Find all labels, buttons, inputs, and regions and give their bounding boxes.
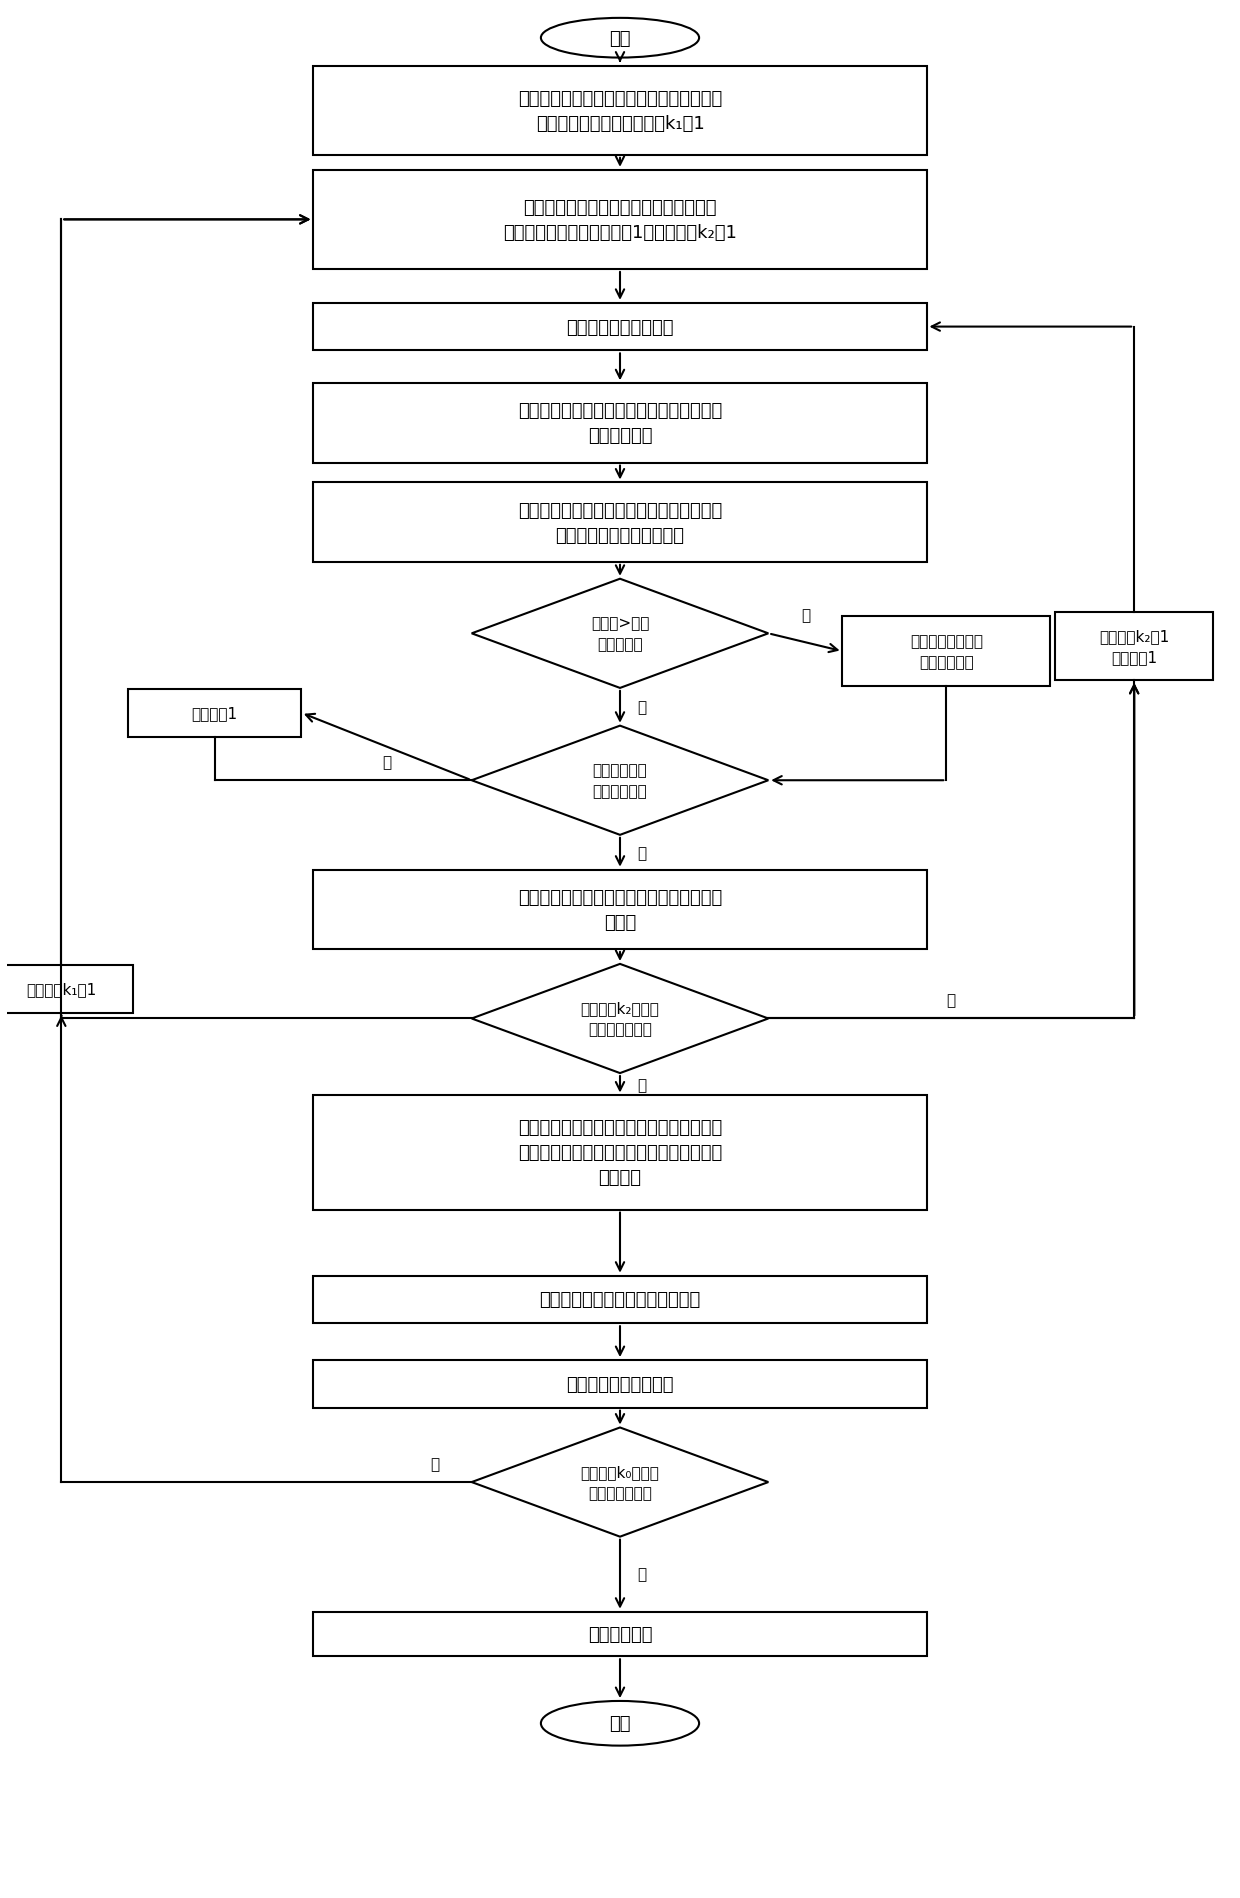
Text: 计算粒子适应值，记录机组此启停组合下的
最优负荷分配以及最优煤耗: 计算粒子适应值，记录机组此启停组合下的 最优负荷分配以及最优煤耗 xyxy=(518,501,722,545)
Text: 输出相应数据: 输出相应数据 xyxy=(588,1625,652,1644)
FancyBboxPatch shape xyxy=(314,1611,926,1657)
Text: 迭代次数k₂加1
种群数置1: 迭代次数k₂加1 种群数置1 xyxy=(1099,628,1169,664)
Text: 迭代次数k₀是否达
到最大迭代次数: 迭代次数k₀是否达 到最大迭代次数 xyxy=(580,1463,660,1499)
FancyBboxPatch shape xyxy=(314,171,926,270)
FancyBboxPatch shape xyxy=(842,617,1050,687)
FancyBboxPatch shape xyxy=(0,966,133,1014)
FancyBboxPatch shape xyxy=(314,383,926,463)
Text: 根据适应值的粒子位置，更新粒子群的速度
和位置: 根据适应值的粒子位置，更新粒子群的速度 和位置 xyxy=(518,888,722,932)
Text: 结束: 结束 xyxy=(609,1714,631,1733)
Text: 迭代次数k₂是否达
到最大迭代次数: 迭代次数k₂是否达 到最大迭代次数 xyxy=(580,1000,660,1036)
Text: 否: 否 xyxy=(801,607,810,623)
Text: 各发电企业的出清电价: 各发电企业的出清电价 xyxy=(567,1374,673,1393)
Text: 是: 是 xyxy=(637,1078,646,1091)
Polygon shape xyxy=(471,1427,769,1537)
Polygon shape xyxy=(471,727,769,835)
FancyBboxPatch shape xyxy=(314,1275,926,1323)
FancyBboxPatch shape xyxy=(314,304,926,351)
FancyBboxPatch shape xyxy=(314,1361,926,1408)
FancyBboxPatch shape xyxy=(314,1095,926,1209)
Text: 采用非线性规划函数求解下层模型: 采用非线性规划函数求解下层模型 xyxy=(539,1291,701,1310)
Text: 适应值>当前
个体极值？: 适应值>当前 个体极值？ xyxy=(590,617,650,653)
Text: 种群数加1: 种群数加1 xyxy=(191,706,238,721)
Text: 否: 否 xyxy=(430,1456,439,1471)
Text: 根据最优启停状态，计算机组此启停组合下
的最优发电企业负利润以及各发电企业单位
发电成本: 根据最优启停状态，计算机组此启停组合下 的最优发电企业负利润以及各发电企业单位 … xyxy=(518,1120,722,1186)
Polygon shape xyxy=(471,964,769,1074)
Ellipse shape xyxy=(541,19,699,59)
Text: 迭代次数k₁加1: 迭代次数k₁加1 xyxy=(26,981,97,996)
Text: 否: 否 xyxy=(946,993,956,1008)
Text: 开始: 开始 xyxy=(609,30,631,47)
FancyBboxPatch shape xyxy=(128,689,301,736)
Text: 更新当前个体极值
为此时适应值: 更新当前个体极值 为此时适应值 xyxy=(910,634,983,670)
Text: 种群数量是否
达到种群总数: 种群数量是否 达到种群总数 xyxy=(593,763,647,799)
Text: 更新粒子的速度和位置: 更新粒子的速度和位置 xyxy=(567,319,673,336)
FancyBboxPatch shape xyxy=(314,484,926,562)
Text: 使初始粒子的全局最优和个体最优取值为一
个足够大的数: 使初始粒子的全局最优和个体最优取值为一 个足够大的数 xyxy=(518,402,722,446)
Polygon shape xyxy=(471,579,769,689)
Text: 是: 是 xyxy=(637,700,646,716)
FancyBboxPatch shape xyxy=(1055,613,1213,681)
Text: 形成初始粒子群的粒子位置（机组启停状
态）和粒子速度，种群数置1，迭代次数k₂置1: 形成初始粒子群的粒子位置（机组启停状 态）和粒子速度，种群数置1，迭代次数k₂置… xyxy=(503,199,737,241)
FancyBboxPatch shape xyxy=(314,869,926,949)
Text: 否: 否 xyxy=(382,755,391,769)
Text: 是: 是 xyxy=(637,1568,646,1581)
Text: 输入原始数据、初始出清电价及粒子群算法
的动态参数，并将迭代次数k₁置1: 输入原始数据、初始出清电价及粒子群算法 的动态参数，并将迭代次数k₁置1 xyxy=(518,89,722,133)
FancyBboxPatch shape xyxy=(314,66,926,156)
Ellipse shape xyxy=(541,1701,699,1746)
Text: 是: 是 xyxy=(637,845,646,860)
